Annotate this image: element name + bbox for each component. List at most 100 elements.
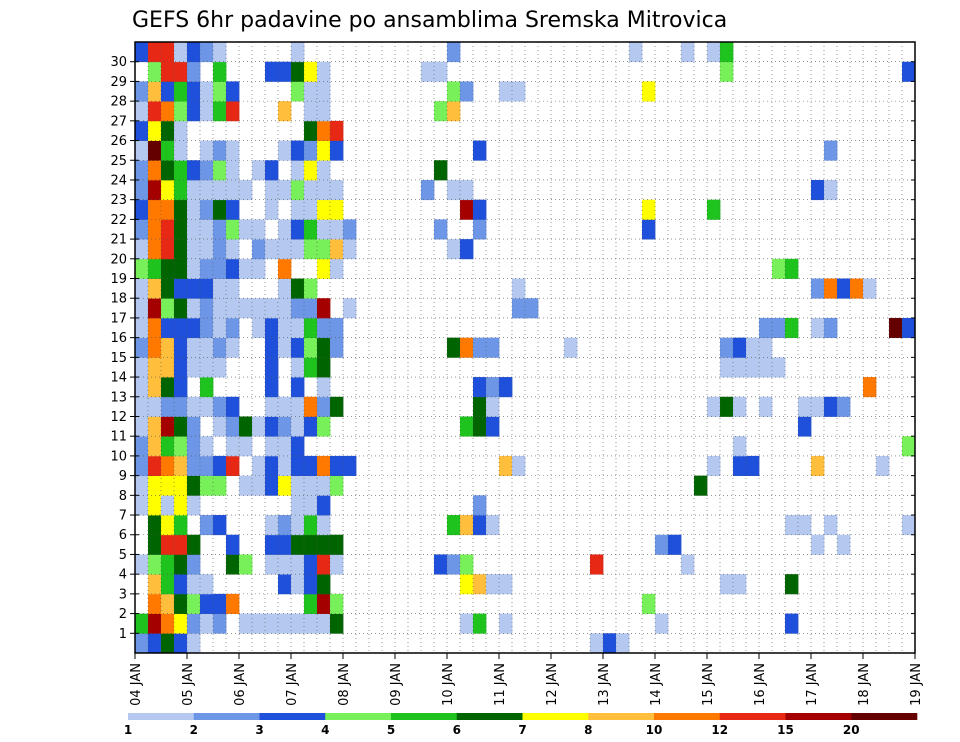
heatmap-cell <box>148 633 162 654</box>
heatmap-cell <box>499 377 513 398</box>
heatmap-cell <box>213 475 227 496</box>
heatmap-cell <box>876 455 890 477</box>
heatmap-cell <box>304 219 318 240</box>
heatmap-cell <box>278 298 292 319</box>
heatmap-cell <box>265 239 279 260</box>
colorbar-label: 20 <box>843 723 860 737</box>
heatmap-cell <box>304 574 318 595</box>
heatmap-cell <box>213 278 227 299</box>
heatmap-cell <box>239 613 253 634</box>
heatmap-cell <box>330 258 344 279</box>
heatmap-cell <box>447 515 461 536</box>
heatmap-cell <box>278 574 292 595</box>
heatmap-cell <box>161 495 175 516</box>
heatmap-cell <box>460 199 474 220</box>
heatmap-cell <box>226 534 240 555</box>
heatmap-cell <box>304 515 318 536</box>
heatmap-cell <box>460 515 474 536</box>
heatmap-cell <box>161 475 175 496</box>
heatmap-cell <box>317 534 331 555</box>
colorbar-label: 8 <box>584 723 592 737</box>
heatmap-cell <box>317 160 331 181</box>
x-tick-label: 15 JAN <box>701 663 716 706</box>
heatmap-cell <box>824 179 838 201</box>
heatmap-cell <box>135 475 149 496</box>
heatmap-cell <box>304 179 318 201</box>
heatmap-cell <box>707 396 721 417</box>
heatmap-cell <box>148 258 162 279</box>
heatmap-cell <box>265 357 279 378</box>
heatmap-cell <box>304 613 318 634</box>
colorbar-segment <box>259 713 326 720</box>
colorbar-segment <box>851 713 918 720</box>
heatmap-cell <box>161 554 175 575</box>
heatmap-cell <box>330 239 344 260</box>
heatmap-cell <box>681 554 695 575</box>
colorbar-label: 12 <box>711 723 728 737</box>
y-tick-label: 18 <box>110 292 127 307</box>
heatmap-cell <box>174 593 188 614</box>
heatmap-cell <box>746 337 760 358</box>
heatmap-cell <box>174 42 188 63</box>
heatmap-cell <box>187 179 201 201</box>
heatmap-cell <box>226 436 240 457</box>
heatmap-cell <box>226 199 240 220</box>
heatmap-cell <box>161 436 175 457</box>
heatmap-cell <box>304 337 318 358</box>
heatmap-cell <box>317 179 331 201</box>
heatmap-cell <box>187 278 201 299</box>
heatmap-cell <box>174 574 188 595</box>
heatmap-cell <box>278 278 292 299</box>
heatmap-cell <box>291 357 305 378</box>
heatmap-cell <box>291 515 305 536</box>
heatmap-cell <box>148 515 162 536</box>
colorbar-label: 1 <box>124 723 132 737</box>
heatmap-cell <box>837 534 851 555</box>
y-tick-label: 29 <box>110 75 127 90</box>
heatmap-cell <box>187 199 201 220</box>
heatmap-cell <box>135 219 149 240</box>
heatmap-cell <box>265 317 279 339</box>
heatmap-cell <box>200 199 214 220</box>
heatmap-cell <box>252 239 266 260</box>
heatmap-cell <box>330 337 344 358</box>
heatmap-cell <box>226 179 240 201</box>
heatmap-cell <box>460 337 474 358</box>
heatmap-cell <box>824 515 838 536</box>
heatmap-cell <box>330 199 344 220</box>
heatmap-cell <box>278 436 292 457</box>
heatmap-cell <box>291 278 305 299</box>
heatmap-cell <box>213 337 227 358</box>
heatmap-cell <box>902 317 916 339</box>
heatmap-cell <box>759 337 773 358</box>
heatmap-cell <box>278 317 292 339</box>
heatmap-cell <box>447 239 461 260</box>
heatmap-cell <box>239 219 253 240</box>
colorbar-segment <box>391 713 458 720</box>
heatmap-cell <box>473 337 487 358</box>
heatmap-cell <box>213 61 227 82</box>
heatmap-cell <box>278 416 292 437</box>
heatmap-cell <box>473 574 487 595</box>
heatmap-cell <box>824 140 838 161</box>
y-tick-label: 24 <box>110 173 127 188</box>
heatmap-cell <box>317 337 331 358</box>
heatmap-cell <box>317 120 331 141</box>
heatmap-cell <box>265 179 279 201</box>
heatmap-cell <box>200 436 214 457</box>
heatmap-cell <box>252 258 266 279</box>
heatmap-cell <box>200 258 214 279</box>
heatmap-cell <box>252 160 266 181</box>
heatmap-cell <box>317 199 331 220</box>
heatmap-cell <box>304 278 318 299</box>
heatmap-cell <box>200 515 214 536</box>
heatmap-cell <box>161 416 175 437</box>
heatmap-cell <box>291 377 305 398</box>
heatmap-cell <box>213 160 227 181</box>
heatmap-cell <box>226 416 240 437</box>
heatmap-cell <box>330 317 344 339</box>
heatmap-cell <box>460 574 474 595</box>
heatmap-cell <box>759 357 773 378</box>
heatmap-cell <box>824 396 838 417</box>
heatmap-cell <box>863 278 877 299</box>
